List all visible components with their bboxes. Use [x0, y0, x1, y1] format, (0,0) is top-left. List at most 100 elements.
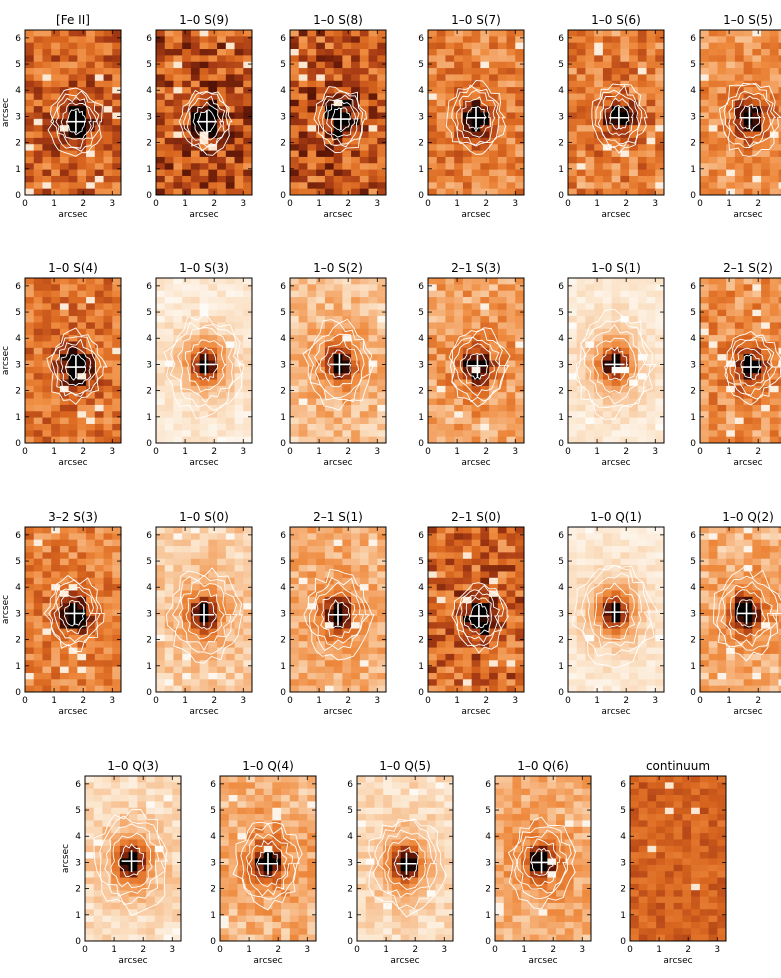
map-pixel — [165, 316, 174, 323]
map-pixel — [42, 641, 51, 648]
map-pixel — [342, 578, 351, 585]
map-pixel — [191, 552, 200, 559]
map-pixel — [165, 62, 174, 69]
map-pixel — [585, 189, 594, 196]
map-pixel — [744, 322, 753, 329]
map-pixel — [620, 533, 629, 540]
map-pixel — [726, 329, 735, 336]
map-pixel — [437, 654, 446, 661]
map-pixel — [104, 386, 113, 393]
map-pixel — [34, 87, 43, 94]
map-pixel — [377, 144, 386, 151]
map-pixel — [507, 182, 516, 189]
map-pixel — [351, 189, 360, 196]
map-pixel — [585, 176, 594, 183]
map-pixel — [472, 297, 481, 304]
map-pixel — [629, 424, 638, 431]
map-pixel — [156, 303, 165, 310]
map-pixel — [342, 565, 351, 572]
map-pixel — [360, 303, 369, 310]
map-pixel — [60, 36, 69, 43]
map-pixel — [428, 157, 437, 164]
map-pixel — [156, 81, 165, 88]
x-tick-label: 3 — [109, 696, 115, 706]
map-pixel — [638, 310, 647, 317]
map-pixel — [369, 322, 378, 329]
map-pixel — [655, 157, 664, 164]
map-pixel — [307, 673, 316, 680]
map-pixel — [377, 603, 386, 610]
map-pixel — [629, 303, 638, 310]
map-pixel — [173, 641, 182, 648]
y-tick-label: 3 — [146, 609, 152, 619]
map-pixel — [112, 386, 121, 393]
map-pixel — [428, 654, 437, 661]
map-pixel — [700, 157, 709, 164]
map-pixel — [208, 297, 217, 304]
map-pixel — [173, 68, 182, 75]
map-pixel — [191, 176, 200, 183]
map-pixel — [334, 540, 343, 547]
map-pixel — [25, 151, 34, 158]
map-pixel — [472, 284, 481, 291]
map-pixel — [77, 660, 86, 667]
y-tick-label: 5 — [146, 557, 152, 567]
map-pixel — [182, 540, 191, 547]
map-pixel — [316, 571, 325, 578]
map-pixel — [299, 163, 308, 170]
map-pixel — [655, 310, 664, 317]
map-pixel — [717, 380, 726, 387]
map-pixel — [51, 316, 60, 323]
y-tick-label: 2 — [280, 387, 286, 397]
map-pixel — [489, 49, 498, 56]
map-pixel — [104, 686, 113, 693]
map-pixel — [515, 622, 524, 629]
map-pixel — [515, 278, 524, 285]
map-pixel — [325, 36, 334, 43]
map-pixel — [463, 170, 472, 177]
map-pixel — [290, 430, 299, 437]
map-pixel — [104, 610, 113, 617]
map-pixel — [735, 310, 744, 317]
map-pixel — [577, 303, 586, 310]
map-pixel — [307, 62, 316, 69]
map-pixel — [51, 189, 60, 196]
map-pixel — [86, 30, 95, 37]
map-pixel — [112, 151, 121, 158]
map-pixel — [620, 157, 629, 164]
map-pixel — [77, 540, 86, 547]
y-tick-label: 1 — [418, 165, 424, 175]
map-pixel — [112, 303, 121, 310]
map-pixel — [360, 49, 369, 56]
map-pixel — [515, 533, 524, 540]
map-pixel — [717, 354, 726, 361]
map-pixel — [316, 278, 325, 285]
map-pixel — [173, 291, 182, 298]
map-pixel — [655, 297, 664, 304]
map-pixel — [191, 49, 200, 56]
map-pixel — [472, 430, 481, 437]
map-pixel — [437, 361, 446, 368]
map-pixel — [182, 170, 191, 177]
map-pixel — [51, 163, 60, 170]
map-pixel — [369, 341, 378, 348]
map-pixel — [243, 157, 252, 164]
map-pixel — [290, 641, 299, 648]
map-pixel — [515, 55, 524, 62]
map-pixel — [369, 679, 378, 686]
map-pixel — [369, 119, 378, 126]
map-pixel — [191, 424, 200, 431]
map-pixel — [428, 113, 437, 120]
map-pixel — [577, 74, 586, 81]
map-pixel — [700, 62, 709, 69]
map-pixel — [577, 424, 586, 431]
map-pixel — [34, 386, 43, 393]
map-pixel — [515, 106, 524, 113]
map-pixel — [325, 157, 334, 164]
map-pixel — [217, 597, 226, 604]
map-pixel — [620, 430, 629, 437]
map-pixel — [594, 157, 603, 164]
map-pixel — [208, 157, 217, 164]
map-pixel — [360, 546, 369, 553]
map-pixel — [770, 157, 779, 164]
